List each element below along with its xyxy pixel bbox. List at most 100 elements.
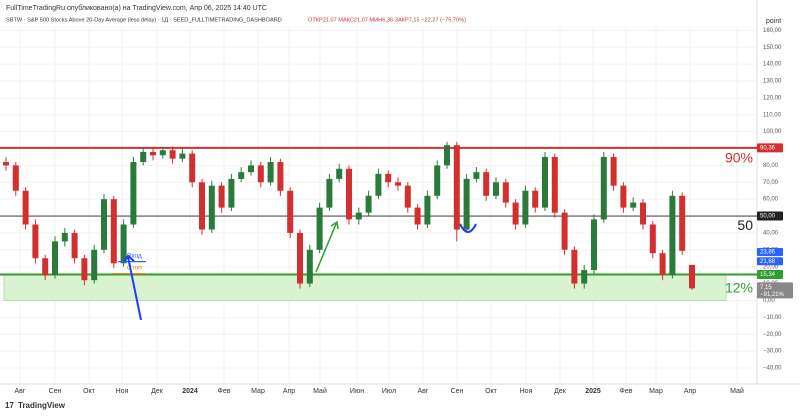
badge-label: −91,21% [760, 292, 785, 298]
candle-body [483, 172, 490, 196]
x-tick-label: Фев [218, 388, 231, 395]
candle-body [444, 145, 450, 166]
candle-body [52, 241, 58, 276]
price-badge [757, 143, 783, 153]
x-tick-label: Окт [83, 388, 96, 395]
x-tick-label: Ноя [116, 388, 129, 395]
candle-body [640, 202, 646, 225]
candle-body [42, 258, 49, 276]
y-tick-label: 150,00 [763, 45, 782, 51]
candle-body [81, 258, 88, 281]
candle-body [581, 270, 588, 284]
candle-body [3, 162, 9, 166]
arrow [315, 223, 337, 273]
arrows [123, 220, 477, 321]
candle-body [336, 168, 343, 179]
y-tick-label: 110,00 [763, 112, 782, 118]
candle-body [493, 182, 499, 196]
x-tick-label: Фев [620, 388, 633, 395]
x-tick-label: Апр [684, 388, 696, 395]
candle-body [669, 195, 676, 276]
candle-body [267, 162, 274, 183]
candle-body [571, 249, 578, 284]
candle-body [404, 185, 411, 208]
candle-body [316, 207, 323, 250]
candle-body [659, 253, 666, 276]
candle-body [689, 264, 695, 289]
candle-body [385, 173, 392, 183]
symbol: SBTW · S&P 500 Stocks Above 20-Day Avera… [6, 17, 282, 23]
candle-body [502, 182, 509, 203]
annotation: 50 [737, 217, 753, 233]
candle-body [110, 199, 117, 264]
x-tick-label: Дек [554, 388, 567, 395]
candle-body [150, 151, 156, 156]
badge-label: 21,68 [760, 259, 776, 265]
candle-body [169, 150, 176, 159]
candle-body [306, 249, 313, 284]
candle-body [453, 145, 460, 230]
candle-body [120, 224, 127, 264]
curve-mark [459, 223, 477, 233]
candle-body [620, 185, 627, 208]
zone [3, 274, 727, 301]
x-tick-label: 2024 [182, 388, 198, 395]
y-tick-label: 100,00 [763, 129, 782, 135]
annotation: 12% [725, 279, 753, 295]
x-tick-label: Ноя [520, 388, 533, 395]
candle-body [71, 232, 78, 259]
y-tick-label: −10,00 [763, 315, 782, 321]
y-tick-label: 120,00 [763, 95, 782, 101]
arrow-head [123, 254, 135, 263]
candle-body [542, 156, 548, 208]
candle-body [257, 165, 264, 183]
badge-label: 7,15 [760, 285, 772, 291]
price-badge [757, 248, 783, 257]
candle-body [248, 165, 254, 173]
y-tick-label: 80,00 [763, 163, 779, 169]
y-tick-label: 140,00 [763, 62, 782, 68]
candle-body [297, 232, 303, 284]
candle-body [375, 173, 382, 196]
price-badge [757, 282, 793, 299]
candle-body [326, 178, 333, 208]
candle-body [159, 150, 166, 156]
candle-body [91, 249, 98, 281]
candle-body [140, 151, 147, 163]
ohlc: ОТКР21,07 МАКС21,07 МИН6,36 ЗАКР7,15 −22… [308, 17, 466, 23]
candle-body [22, 190, 29, 225]
y-tick-label: 70,00 [763, 180, 779, 186]
arrow [127, 256, 142, 321]
logo: 17 [5, 401, 14, 410]
annotation: 90% [725, 149, 753, 165]
badge-label: 90,36 [760, 146, 776, 152]
candle-body [434, 165, 441, 196]
candle-body [218, 185, 225, 208]
candle-body [630, 202, 637, 208]
x-tick-label: Сен [451, 388, 464, 395]
candle-body [101, 199, 107, 250]
candle-body [130, 162, 137, 225]
candle-body [473, 172, 480, 179]
x-tick-label: Июн [350, 388, 364, 395]
price-badge [757, 270, 783, 280]
y-tick-label: 40,00 [763, 231, 779, 237]
y-tick-label: −20,00 [763, 332, 782, 338]
candle-body [532, 190, 539, 208]
y-tick-label: 130,00 [763, 79, 782, 85]
x-tick-label: Июл [382, 388, 396, 395]
candle-body [61, 232, 68, 242]
candle-body [424, 195, 431, 225]
candle-body [679, 195, 686, 251]
arrow-head [330, 220, 339, 230]
candle-body [189, 153, 196, 183]
y-tick-label: 160,00 [763, 28, 782, 34]
candle-body [346, 168, 352, 220]
candle-body [551, 156, 558, 213]
badge-label: 50,00 [760, 214, 776, 220]
candle-body [179, 153, 186, 159]
x-tick-label: 2025 [585, 388, 601, 395]
candle-body [228, 178, 235, 208]
candle-body [395, 182, 401, 186]
